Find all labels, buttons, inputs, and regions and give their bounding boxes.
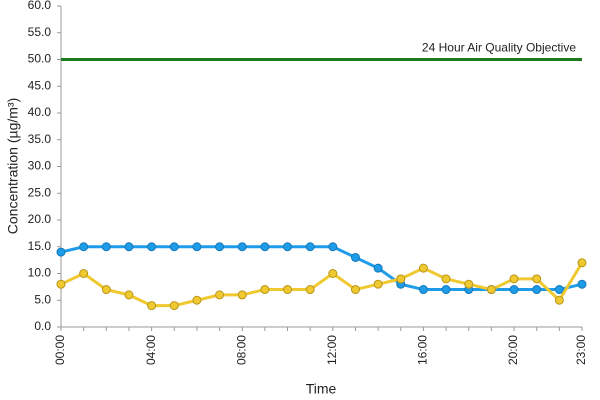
data-point (373, 279, 383, 289)
y-tick-label: 20.0 (28, 212, 52, 226)
data-point (260, 242, 270, 252)
y-tick-label: 10.0 (28, 266, 52, 280)
data-point (532, 274, 542, 284)
data-point (418, 263, 428, 273)
data-point (101, 242, 111, 252)
y-axis-label: Concentration (µg/m³) (5, 98, 21, 234)
data-point (305, 285, 315, 295)
reference-label: 24 Hour Air Quality Objective (422, 41, 576, 55)
y-tick-label: 30.0 (28, 159, 52, 173)
y-tick-label: 5.0 (34, 292, 51, 306)
data-point (192, 295, 202, 305)
x-axis-label: Time (306, 381, 337, 397)
data-point (464, 279, 474, 289)
data-point (486, 285, 496, 295)
x-tick-label: 04:00 (144, 335, 158, 365)
y-tick-label: 55.0 (28, 25, 52, 39)
data-point (169, 242, 179, 252)
data-point (305, 242, 315, 252)
data-point (328, 242, 338, 252)
data-point (441, 285, 451, 295)
data-point (350, 285, 360, 295)
data-point (577, 258, 587, 268)
data-point (147, 242, 157, 252)
x-tick-label: 16:00 (416, 335, 430, 365)
data-point (124, 290, 134, 300)
data-point (350, 252, 360, 262)
x-tick-label: 20:00 (506, 335, 520, 365)
y-tick-label: 40.0 (28, 105, 52, 119)
data-point (260, 285, 270, 295)
y-tick-label: 45.0 (28, 78, 52, 92)
y-tick-label: 60.0 (28, 0, 52, 12)
data-point (283, 285, 293, 295)
data-point (532, 285, 542, 295)
y-tick-label: 25.0 (28, 185, 52, 199)
y-tick-label: 35.0 (28, 132, 52, 146)
data-point (56, 279, 66, 289)
x-tick-label: 08:00 (234, 335, 248, 365)
data-point (192, 242, 202, 252)
data-point (577, 279, 587, 289)
data-point (79, 242, 89, 252)
series-line (60, 262, 584, 308)
y-tick-label: 50.0 (28, 52, 52, 66)
data-point (215, 290, 225, 300)
data-point (396, 274, 406, 284)
x-tick-label: 12:00 (325, 335, 339, 365)
data-point (79, 269, 89, 278)
data-point (124, 242, 134, 252)
data-point (441, 274, 451, 284)
data-point (328, 269, 338, 278)
data-point (554, 295, 564, 305)
data-point (237, 290, 247, 300)
data-point (554, 285, 564, 295)
x-tick-label: 23:00 (574, 335, 588, 365)
y-tick-label: 0.0 (34, 319, 51, 333)
data-point (509, 274, 519, 284)
data-point (373, 263, 383, 273)
data-point (101, 285, 111, 295)
data-point (283, 242, 293, 252)
x-tick-label: 00:00 (53, 335, 67, 365)
data-point (169, 301, 179, 311)
data-point (418, 285, 428, 295)
data-point (147, 301, 157, 311)
y-tick-label: 15.0 (28, 239, 52, 253)
data-point (215, 242, 225, 252)
data-point (509, 285, 519, 295)
data-point (56, 247, 66, 257)
data-point (237, 242, 247, 252)
